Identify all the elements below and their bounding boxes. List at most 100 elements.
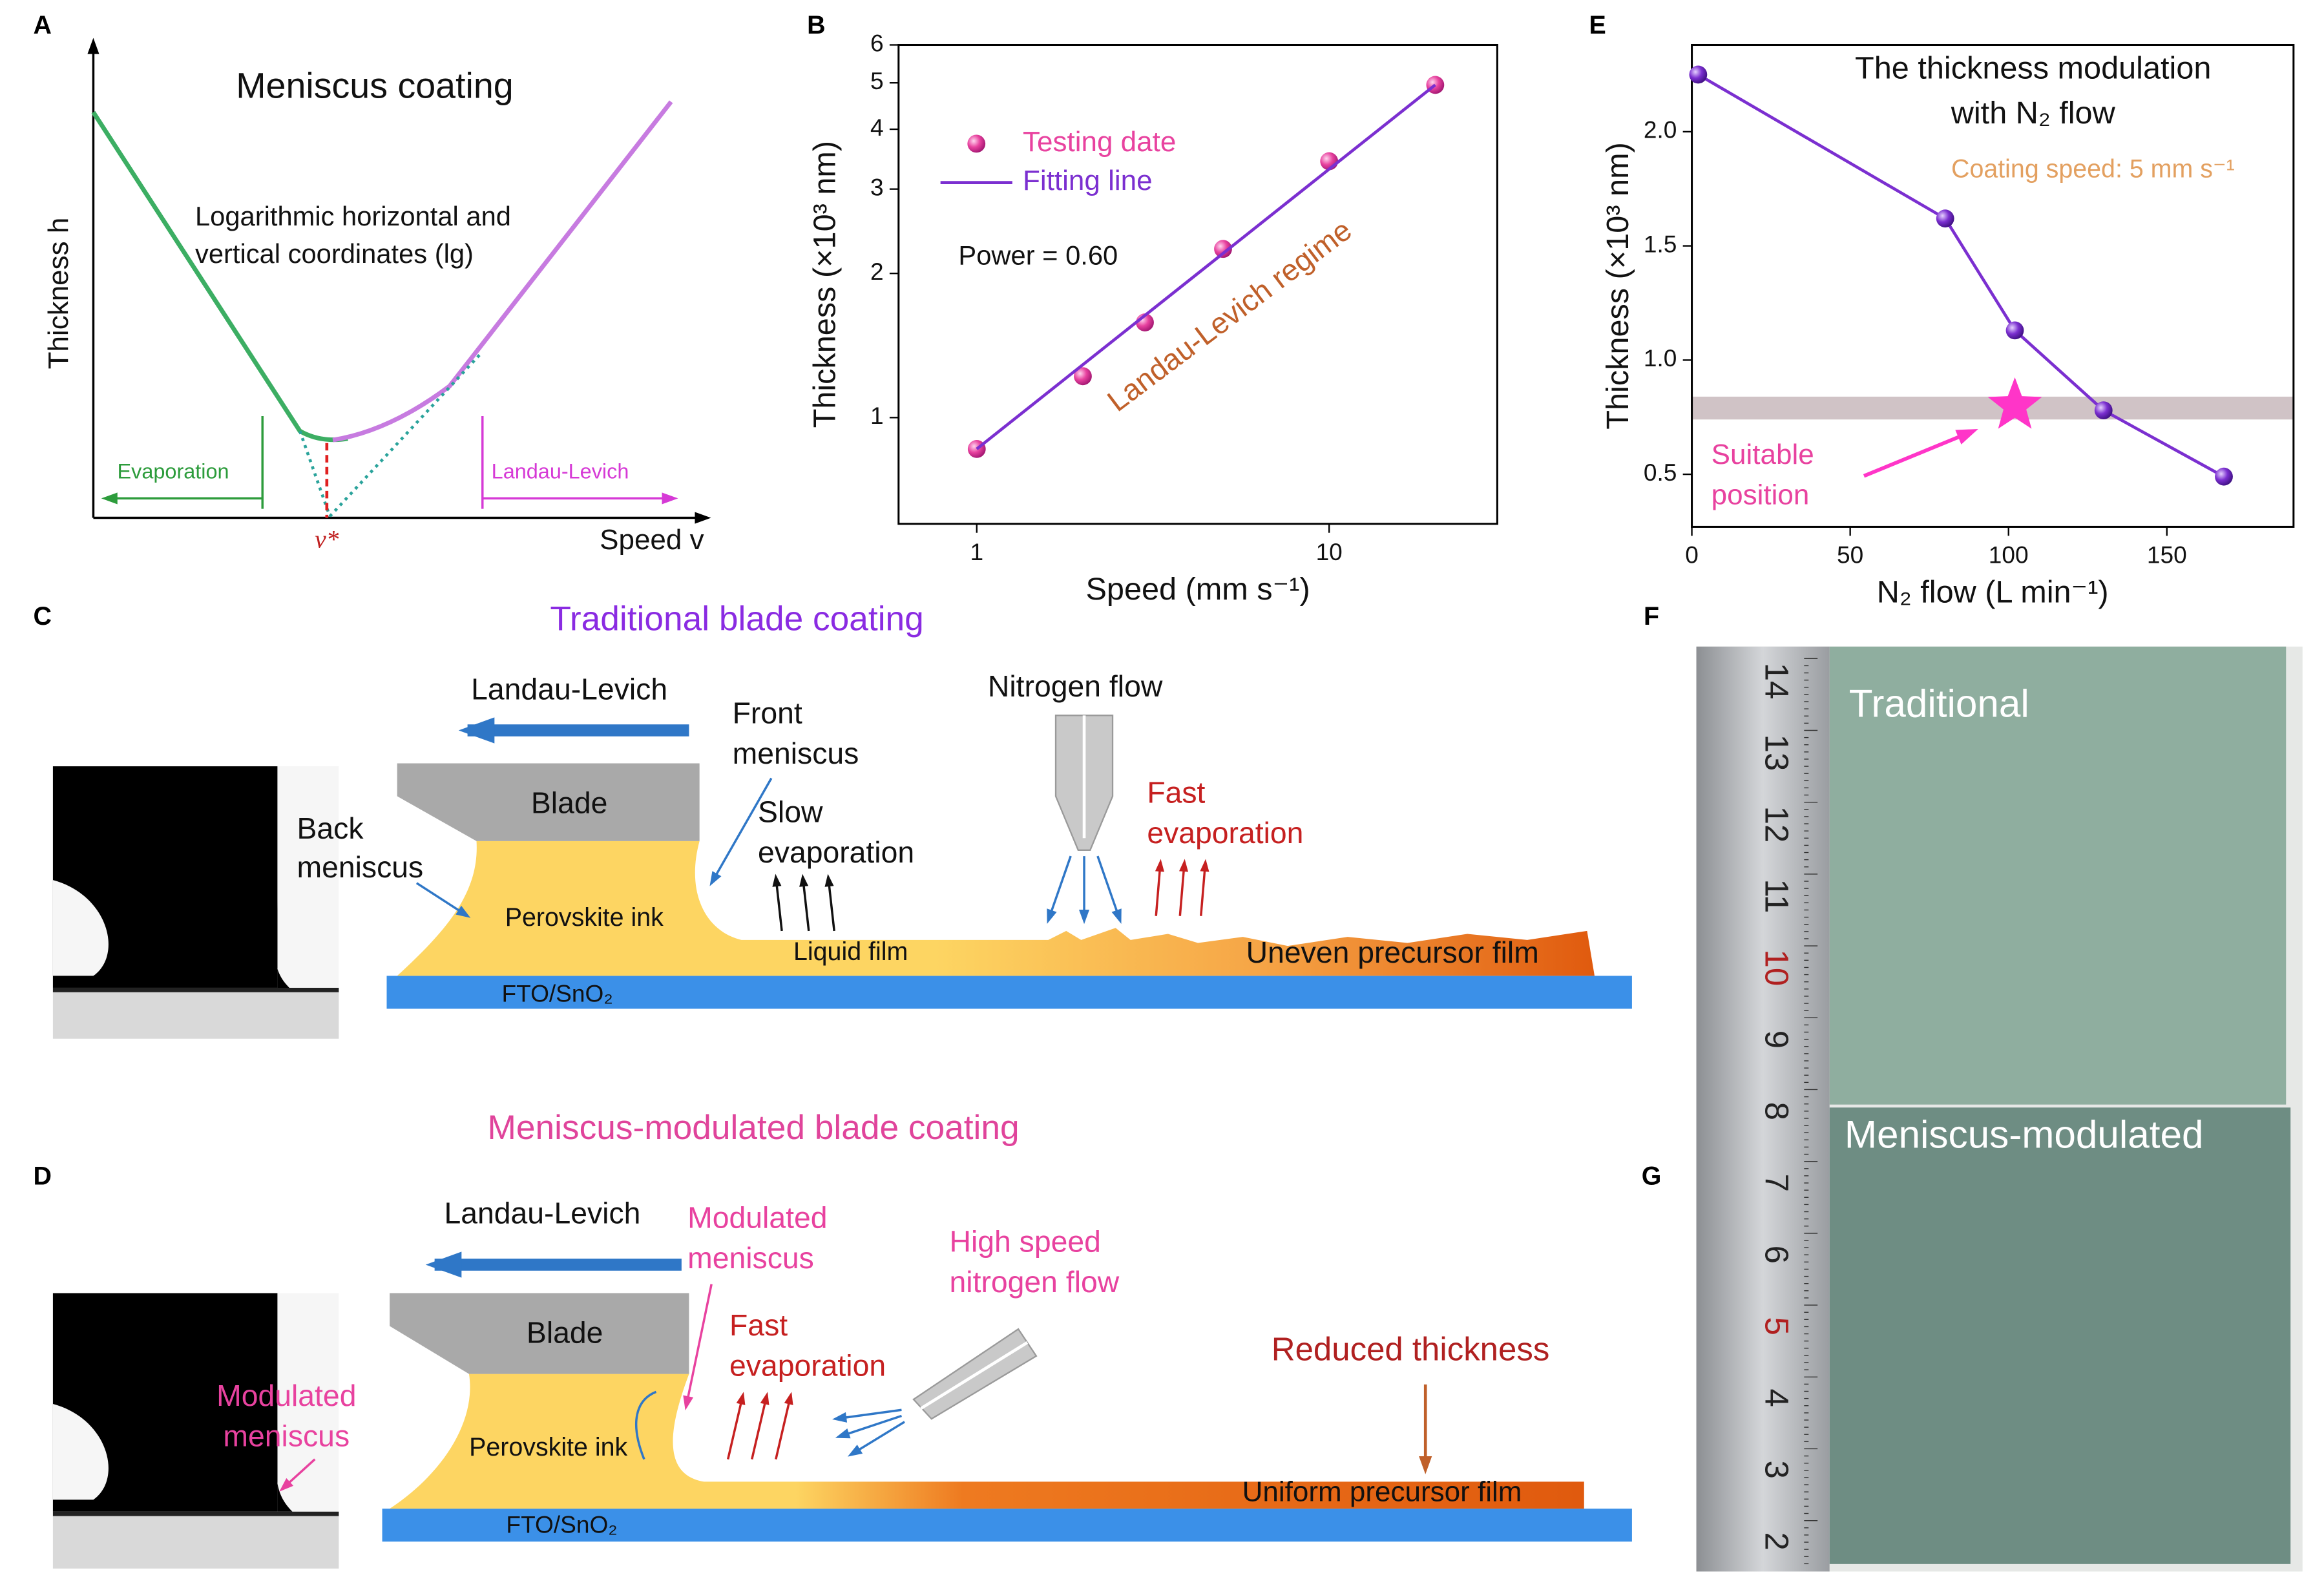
label: Uniform precursor film bbox=[1242, 1476, 1522, 1508]
label: Traditional bbox=[1849, 681, 2029, 725]
arrow-head bbox=[662, 492, 678, 505]
arrow-line bbox=[726, 1394, 744, 1460]
arrow-head bbox=[1955, 429, 1978, 444]
label: meniscus bbox=[733, 737, 859, 770]
arrow-head bbox=[772, 873, 782, 887]
label: 1.5 bbox=[1644, 230, 1677, 257]
label: meniscus bbox=[297, 850, 424, 884]
label: evaporation bbox=[1147, 816, 1303, 850]
photo-glass bbox=[52, 992, 339, 1039]
arrow-line bbox=[775, 1394, 792, 1460]
arrow-head bbox=[824, 873, 834, 887]
photo-substrate bbox=[52, 1511, 339, 1516]
label: Coating speed: 5 mm s⁻¹ bbox=[1951, 154, 2235, 183]
point bbox=[1214, 240, 1232, 258]
star bbox=[1987, 377, 2042, 429]
arrow-head bbox=[455, 905, 471, 918]
label: 2 bbox=[1759, 1532, 1795, 1550]
label: 7 bbox=[1759, 1174, 1795, 1192]
label: Suitable bbox=[1712, 439, 1814, 470]
arrow-head bbox=[1179, 859, 1189, 872]
label: E bbox=[1589, 11, 1606, 39]
ruler bbox=[1696, 646, 1830, 1572]
substrate bbox=[386, 976, 1632, 1009]
label: meniscus bbox=[687, 1241, 814, 1275]
arrow-head bbox=[425, 1251, 462, 1278]
ll-extrapolation bbox=[328, 350, 484, 518]
label: Thickness (×10³ nm) bbox=[1600, 142, 1635, 430]
label: Thickness (×10³ nm) bbox=[807, 141, 842, 428]
label: Uneven precursor film bbox=[1246, 936, 1539, 969]
label: Meniscus coating bbox=[236, 65, 513, 105]
arrow-line bbox=[1096, 855, 1122, 921]
label: FTO/SnO₂ bbox=[501, 979, 612, 1007]
arrow-head bbox=[87, 37, 99, 54]
arrow-line bbox=[1047, 855, 1072, 921]
label: meniscus bbox=[223, 1419, 350, 1452]
label: 2.0 bbox=[1644, 116, 1677, 143]
label: Slow bbox=[758, 795, 823, 828]
arrow-line bbox=[751, 1394, 768, 1460]
label: Logarithmic horizontal and bbox=[195, 201, 511, 231]
arrow-head bbox=[683, 1395, 694, 1411]
legend-marker bbox=[967, 134, 986, 153]
label: Fitting line bbox=[1023, 165, 1153, 196]
label: 10 bbox=[1759, 950, 1795, 987]
label: Thickness h bbox=[43, 218, 74, 370]
label: G bbox=[1642, 1162, 1662, 1191]
label: 9 bbox=[1759, 1030, 1795, 1049]
label: B bbox=[807, 11, 825, 39]
label: 3 bbox=[870, 173, 884, 200]
arrow-head bbox=[1200, 859, 1209, 872]
point bbox=[2215, 467, 2233, 486]
arrow-line bbox=[835, 1408, 902, 1420]
plot-frame bbox=[1691, 43, 2295, 528]
point bbox=[2094, 401, 2113, 420]
label: 6 bbox=[1759, 1246, 1795, 1264]
label: 5 bbox=[1759, 1317, 1795, 1335]
label: 12 bbox=[1759, 806, 1795, 843]
photo-substrate bbox=[52, 987, 339, 992]
arrow-head bbox=[709, 871, 722, 886]
nozzle-gap bbox=[920, 1341, 1029, 1410]
substrate bbox=[382, 1509, 1632, 1542]
label: C bbox=[33, 602, 51, 631]
label: Blade bbox=[527, 1316, 603, 1350]
label: Back bbox=[297, 811, 364, 845]
label: evaporation bbox=[758, 835, 914, 869]
arrow-line bbox=[685, 1284, 713, 1407]
label: The thickness modulation bbox=[1855, 51, 2211, 86]
arrow-line bbox=[710, 777, 773, 884]
label: F bbox=[1644, 602, 1659, 631]
arrow-head bbox=[1155, 859, 1164, 872]
label: 0.5 bbox=[1644, 459, 1677, 486]
point bbox=[1936, 209, 1954, 228]
label: Speed (mm s⁻¹) bbox=[1085, 572, 1310, 607]
label: 3 bbox=[1759, 1460, 1795, 1478]
label: Testing date bbox=[1023, 126, 1176, 158]
point bbox=[1689, 65, 1708, 84]
arrow-head bbox=[736, 1392, 746, 1405]
label: Perovskite ink bbox=[505, 903, 664, 932]
arrow-head bbox=[695, 512, 711, 524]
label: evaporation bbox=[729, 1349, 886, 1383]
arrow-head bbox=[458, 717, 495, 744]
label: 5 bbox=[870, 67, 884, 94]
label: 50 bbox=[1837, 541, 1863, 569]
label: 10 bbox=[1316, 538, 1343, 565]
label: D bbox=[33, 1162, 51, 1191]
label: 2 bbox=[870, 258, 884, 285]
label: FTO/SnO₂ bbox=[506, 1511, 617, 1538]
photo-notch bbox=[52, 1403, 109, 1500]
film-traditional bbox=[1829, 646, 2287, 1105]
arrow-head bbox=[784, 1392, 793, 1405]
label: nitrogen flow bbox=[950, 1265, 1120, 1299]
label: v* bbox=[315, 525, 339, 554]
label: Fast bbox=[729, 1308, 788, 1342]
label: Reduced thickness bbox=[1272, 1330, 1550, 1367]
label: A bbox=[33, 11, 51, 39]
arrow-head bbox=[279, 1478, 294, 1492]
arrow-head bbox=[799, 873, 809, 887]
series-line bbox=[976, 83, 1436, 450]
